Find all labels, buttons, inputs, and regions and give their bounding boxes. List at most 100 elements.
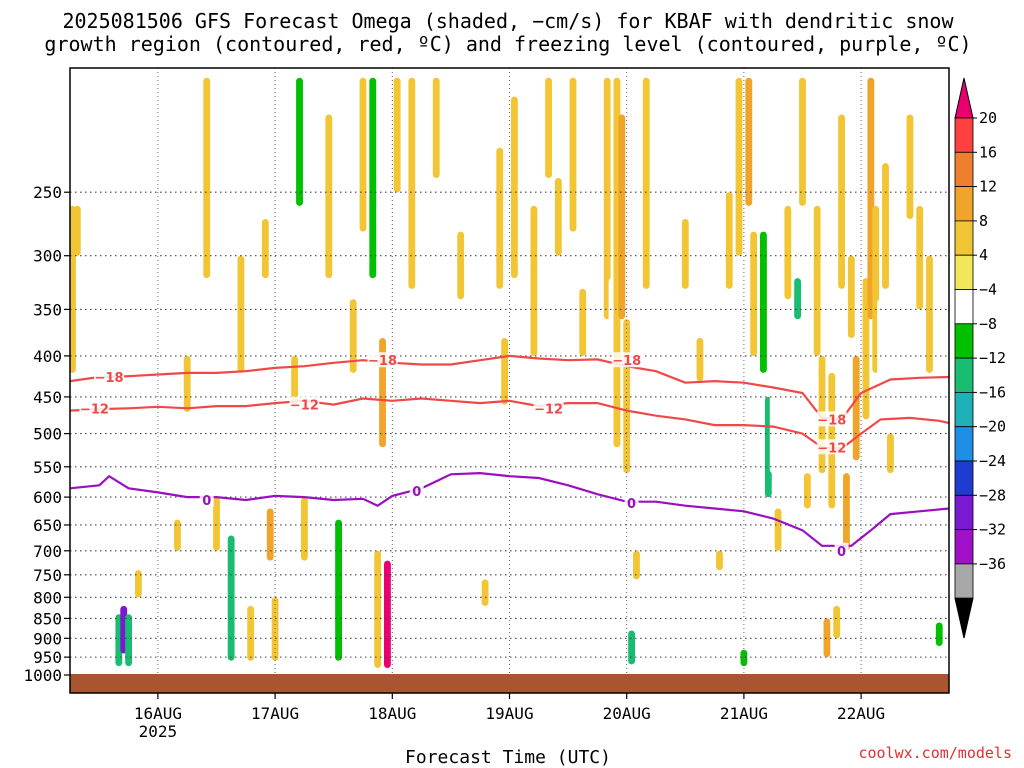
colorbar-label: −8 [979,315,997,333]
contour-label: −12 [80,402,109,417]
contour-label-bg [94,369,125,385]
contour-label-bg [199,491,214,507]
omega-cell [618,114,626,320]
omega-cell [813,205,821,356]
contour-label-bg [289,396,320,412]
contour-label: 0 [412,485,421,500]
contour-label-bg [816,439,847,455]
contour-label: 0 [202,494,211,509]
y-tick-label: 650 [33,516,62,535]
omega-cell [242,77,250,220]
x-tick-label: 22AUG [837,704,885,723]
y-tick-label: 700 [33,542,62,561]
y-tick-label: 900 [33,629,62,648]
y-axis: 2503003504004505005506006507007508008509… [23,183,70,685]
grid-layer [70,68,949,693]
credit-text: coolwx.com/models [858,744,1012,762]
contour-line [70,354,949,421]
colorbar-label: −24 [979,452,1006,470]
omega-cell [877,299,885,405]
omega-cell [882,163,889,289]
contour-label: −18 [817,413,846,428]
omega-cell [760,231,767,373]
colorbar: 20 16 12 8 4 −4 −8 −12 −16 −20 −24 −28 −32 −36 [954,77,1006,639]
chart-title-line-1: 2025081506 GFS Forecast Omega (shaded, −… [62,9,954,33]
omega-cell [457,231,465,300]
omega-cell [886,433,894,474]
y-tick-label: 400 [33,347,62,366]
colorbar-label: 8 [979,212,988,230]
omega-cell [745,77,753,206]
omega-cell [125,614,133,667]
contour-label-bg [533,400,564,416]
colorbar-swatch [954,529,974,565]
y-tick-label: 250 [33,183,62,202]
omega-cell [213,497,220,551]
omega-cell [388,372,396,474]
omega-cell [628,630,636,665]
omega-cell [579,288,587,356]
colorbar-label: 12 [979,178,997,196]
colorbar-label: −4 [979,281,997,299]
y-tick-label: 550 [33,458,62,477]
x-tick-label: 20AUG [603,704,651,723]
omega-cell [530,205,538,356]
omega-cell [716,550,723,571]
contour-label: −12 [534,402,563,417]
omega-cell [174,519,181,551]
colorbar-label: −36 [979,555,1006,573]
y-tick-label: 950 [33,648,62,667]
y-tick-label: 600 [33,488,62,507]
y-tick-label: 850 [33,609,62,628]
omega-cell [545,77,552,178]
omega-cell [335,519,343,661]
omega-cell [857,77,865,193]
omega-cell [774,508,782,551]
omega-cell [672,114,679,300]
omega-cell [833,605,841,639]
omega-cell [418,638,426,661]
omega-cell [325,114,333,279]
colorbar-swatch [954,289,974,325]
chart-title-line-2: growth region (contoured, red, ºC) and f… [44,32,971,56]
colorbar-swatch [954,494,974,530]
colorbar-swatch [954,460,974,496]
omega-cell [935,622,943,646]
omega-cell [134,570,142,598]
omega-cell [281,77,289,256]
contour-label-bg [816,411,847,427]
omega-cell [520,497,528,661]
omega-cell [633,550,640,580]
omega-cell [794,278,802,320]
colorbar-swatch [954,220,974,256]
omega-cell [803,473,811,509]
omega-cell [300,497,308,561]
omega-cell [398,396,406,448]
omega-cell [496,147,504,289]
omega-cell [725,192,733,289]
omega-cell [369,77,377,279]
colorbar-label: 16 [979,143,997,161]
omega-cell [896,447,904,474]
contour-label: −18 [368,354,397,369]
x-tick-label: 19AUG [485,704,533,723]
colorbar-swatch [954,391,974,428]
contour-label: −12 [817,441,846,456]
omega-cell [755,460,762,474]
x-axis-title: Forecast Time (UTC) [405,747,611,768]
colorbar-top-arrow [954,77,974,119]
omega-cell [696,338,704,382]
omega-cell [73,205,81,256]
y-tick-label: 750 [33,566,62,585]
omega-cell [593,77,601,220]
omega-cell [203,77,211,279]
omega-cell [374,550,382,668]
colorbar-label: −12 [979,349,1006,367]
colorbar-bottom-arrow [954,597,974,639]
colorbar-label: −16 [979,383,1006,401]
omega-cell [916,205,924,310]
omega-cell [847,255,855,339]
contour-label: −18 [95,371,124,386]
contour-label: 0 [627,497,636,512]
